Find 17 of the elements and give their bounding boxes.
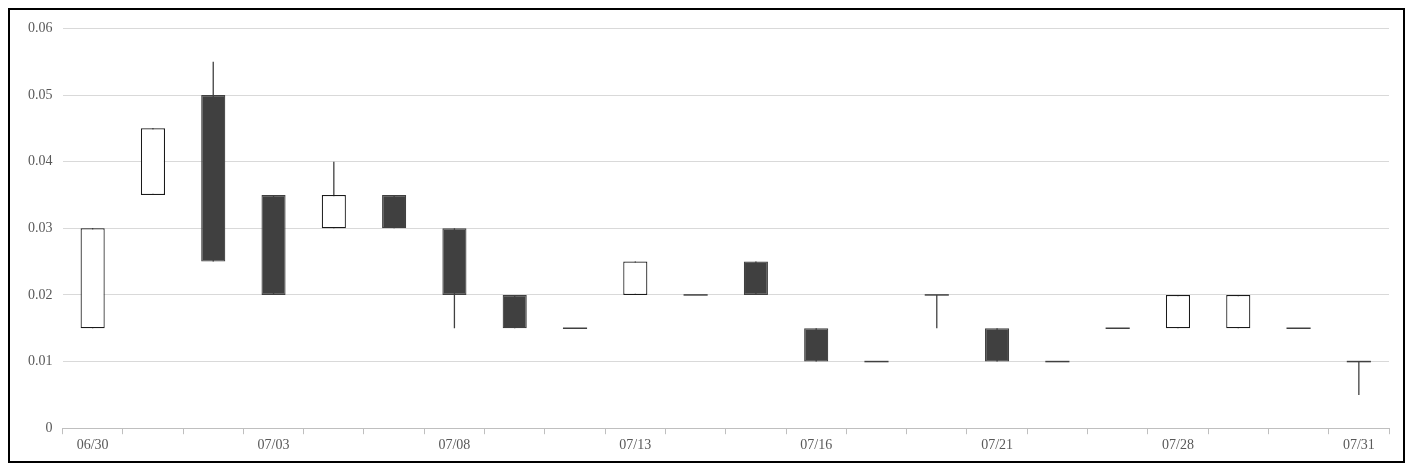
- x-tick-label: 07/08: [438, 437, 471, 453]
- candlestick: [1346, 360, 1372, 396]
- x-tick-label: 07/03: [257, 437, 290, 453]
- x-tick-label: 07/16: [800, 437, 833, 453]
- x-tick-label: 07/13: [619, 437, 652, 453]
- y-tick-label: 0.05: [28, 86, 53, 102]
- y-tick-label: 0.02: [28, 286, 53, 302]
- y-tick-label: 0.04: [28, 153, 53, 169]
- candlestick: [923, 294, 950, 329]
- x-tick-label: 07/28: [1162, 437, 1194, 453]
- y-tick-label: 0: [45, 419, 53, 435]
- y-tick-label: 0.03: [28, 219, 53, 235]
- x-tick-label: 07/21: [981, 437, 1014, 453]
- y-tick-label: 0.06: [28, 20, 53, 36]
- x-tick-label: 06/30: [76, 437, 109, 453]
- x-tick-label: 07/31: [1342, 437, 1375, 453]
- y-tick-label: 0.01: [28, 353, 53, 369]
